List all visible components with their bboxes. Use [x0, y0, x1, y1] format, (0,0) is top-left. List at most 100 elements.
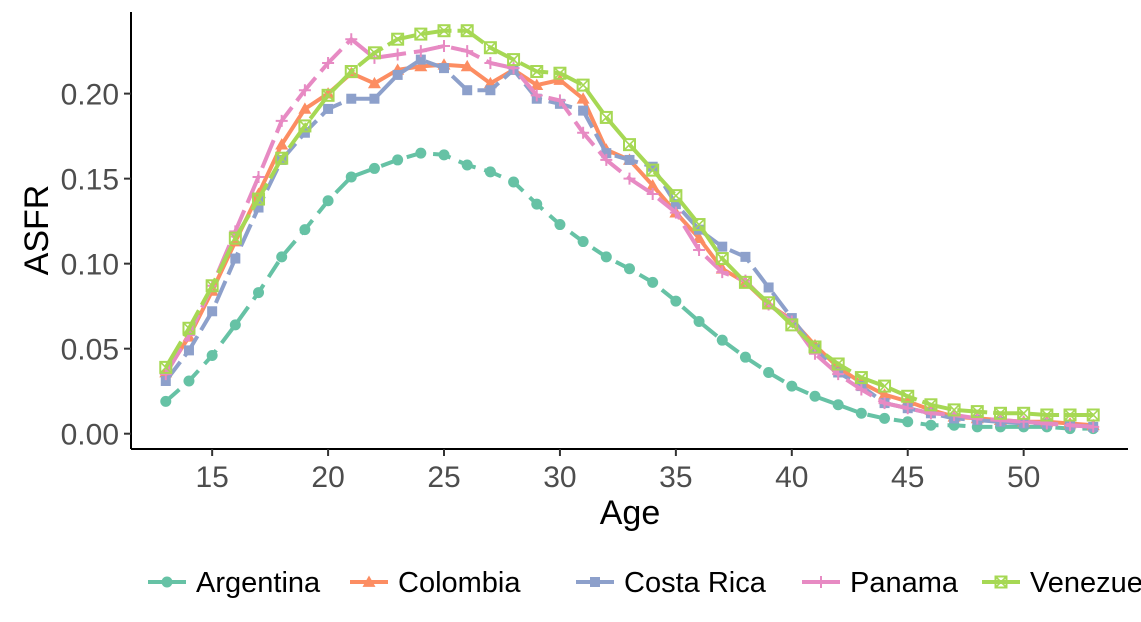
data-point [623, 138, 636, 152]
data-point [1040, 408, 1054, 422]
data-point [577, 126, 590, 139]
y-tick-label: 0.15 [61, 164, 119, 197]
data-point [253, 287, 265, 299]
data-point [392, 69, 403, 80]
data-point [321, 87, 335, 99]
data-point [438, 149, 450, 161]
data-point [693, 244, 706, 257]
y-tick-label: 0.10 [61, 249, 119, 282]
data-point [182, 321, 196, 335]
x-tick-label: 25 [427, 461, 460, 494]
data-point [738, 275, 752, 289]
data-point [1017, 406, 1031, 420]
y-axis-title: ASFR [18, 185, 56, 276]
data-point [763, 366, 775, 378]
data-point [508, 176, 520, 188]
series-layer [159, 24, 1100, 435]
data-point [299, 127, 310, 138]
data-point [854, 371, 868, 385]
data-point [902, 416, 914, 428]
data-point [576, 92, 590, 104]
data-point [368, 162, 380, 174]
data-point [879, 412, 891, 424]
data-point [460, 24, 474, 38]
data-point [507, 53, 521, 67]
y-tick-label: 0.05 [61, 334, 119, 367]
data-point [298, 119, 312, 133]
data-point [693, 315, 705, 327]
data-point [253, 202, 264, 213]
data-point [762, 296, 776, 310]
data-point [578, 105, 589, 116]
data-point [763, 282, 774, 293]
axes: 0.00 0.05 0.10 0.15 0.20 15 20 25 30 35 40 45 50 [61, 12, 1128, 494]
legend-item-panama: Panama [802, 567, 959, 599]
data-point [530, 89, 543, 102]
x-tick-label: 35 [659, 461, 692, 494]
legend-label: Panama [850, 567, 959, 599]
legend-key-marker [362, 575, 376, 587]
series-line [164, 151, 1094, 431]
legend-item-venezuela: Venezuela [982, 567, 1141, 599]
data-point [322, 195, 334, 207]
data-point [345, 33, 358, 46]
data-point [530, 78, 544, 90]
data-point [1087, 420, 1100, 433]
data-point [599, 110, 613, 124]
legend-key-marker [815, 576, 827, 588]
data-point [414, 27, 428, 41]
data-point [252, 192, 266, 206]
data-point [716, 266, 729, 279]
data-point [159, 360, 173, 374]
data-point [229, 319, 241, 331]
data-point [600, 153, 613, 166]
data-point [740, 251, 751, 262]
legend-item-costa-rica: Costa Rica [576, 567, 767, 599]
data-point [670, 199, 681, 210]
data-point [484, 166, 496, 178]
legend: Argentina Colombia Costa Rica Panama Venezue… [148, 567, 1141, 599]
data-point [462, 85, 473, 96]
data-point [808, 340, 822, 354]
data-point [252, 170, 265, 183]
data-point [391, 32, 405, 46]
data-point [878, 379, 892, 393]
series-line [164, 62, 1094, 428]
data-point [159, 368, 172, 381]
data-point [971, 412, 984, 425]
x-tick-label: 50 [1007, 461, 1040, 494]
data-point [901, 402, 914, 415]
data-point [323, 103, 334, 114]
data-point [321, 88, 335, 102]
data-point [531, 198, 543, 210]
data-point [623, 172, 636, 185]
data-point [183, 345, 194, 356]
data-point [298, 102, 312, 114]
data-point [299, 224, 311, 236]
y-tick-label: 0.20 [61, 79, 119, 112]
data-point [1063, 408, 1077, 422]
data-point [576, 78, 590, 92]
series-venezuela [159, 24, 1100, 422]
data-point [460, 59, 474, 72]
data-point [809, 390, 821, 402]
data-point [947, 403, 961, 417]
data-point [855, 383, 868, 396]
data-point [275, 138, 289, 150]
data-point [437, 24, 451, 38]
series-line [164, 57, 1094, 429]
data-point [414, 45, 427, 58]
data-point [205, 279, 219, 293]
data-point [855, 407, 867, 419]
data-point [206, 349, 218, 361]
data-point [391, 48, 404, 61]
legend-key-marker [161, 576, 173, 588]
data-point [624, 154, 635, 165]
y-tick-label: 0.00 [61, 419, 119, 452]
data-point [438, 40, 451, 53]
legend-label: Costa Rica [624, 567, 767, 599]
data-point [414, 59, 428, 72]
data-point [786, 380, 798, 392]
data-point [878, 388, 892, 400]
